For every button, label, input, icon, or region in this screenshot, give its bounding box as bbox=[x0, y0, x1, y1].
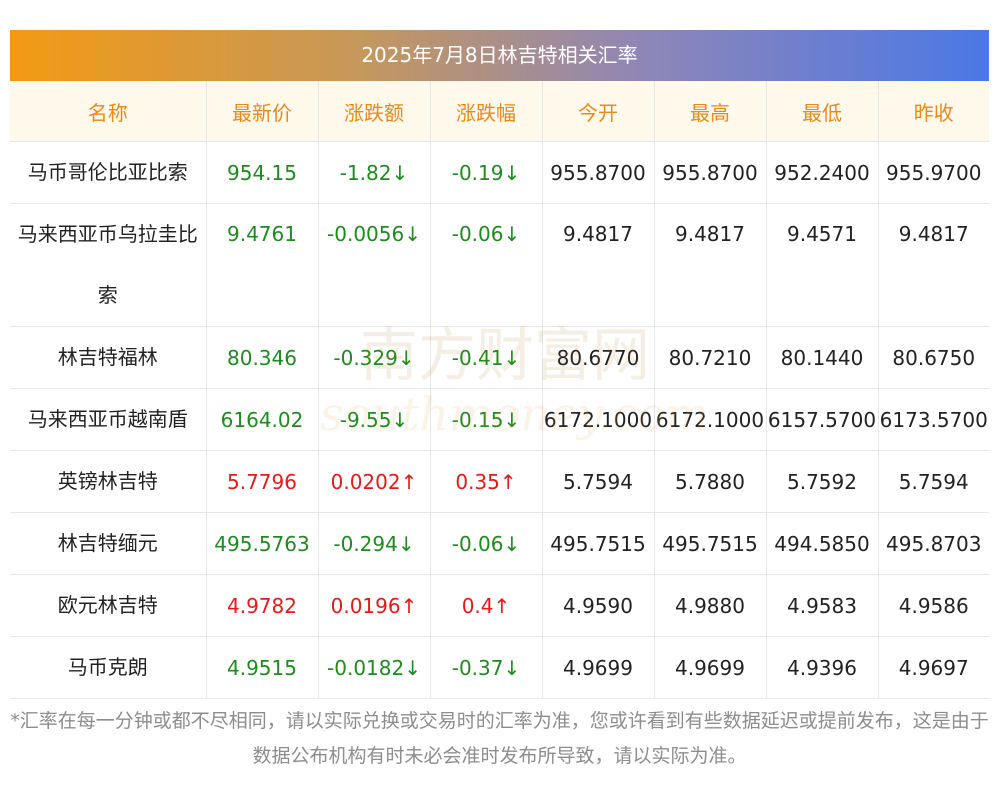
high-price: 5.7880 bbox=[654, 450, 767, 513]
open-price: 9.4817 bbox=[542, 203, 655, 327]
prev-close: 955.9700 bbox=[878, 141, 989, 204]
change-percent: 0.4↑ bbox=[430, 574, 543, 637]
header-row: 名称 最新价 涨跌额 涨跌幅 今开 最高 最低 昨收 bbox=[10, 81, 989, 142]
col-header-high: 最高 bbox=[654, 81, 767, 142]
col-header-latest: 最新价 bbox=[206, 81, 319, 142]
prev-close: 80.6750 bbox=[878, 326, 989, 389]
change-amount: -0.294↓ bbox=[318, 512, 431, 575]
col-header-pct: 涨跌幅 bbox=[430, 81, 543, 142]
prev-close: 495.8703 bbox=[878, 512, 989, 575]
high-price: 4.9699 bbox=[654, 636, 767, 699]
table-row: 林吉特福林 80.346 -0.329↓ -0.41↓ 80.6770 80.7… bbox=[10, 326, 989, 389]
col-header-open: 今开 bbox=[542, 81, 655, 142]
change-percent: -0.06↓ bbox=[430, 512, 543, 575]
table-row: 马来西亚币乌拉圭比索 9.4761 -0.0056↓ -0.06↓ 9.4817… bbox=[10, 203, 989, 327]
latest-price: 954.15 bbox=[206, 141, 319, 204]
change-amount: -0.0182↓ bbox=[318, 636, 431, 699]
open-price: 4.9699 bbox=[542, 636, 655, 699]
pair-name: 马来西亚币乌拉圭比索 bbox=[10, 203, 207, 327]
pair-name: 马币哥伦比亚比索 bbox=[10, 141, 207, 204]
pair-name: 欧元林吉特 bbox=[10, 574, 207, 637]
open-price: 955.8700 bbox=[542, 141, 655, 204]
pair-name: 林吉特福林 bbox=[10, 326, 207, 389]
high-price: 80.7210 bbox=[654, 326, 767, 389]
change-percent: -0.06↓ bbox=[430, 203, 543, 327]
change-percent: -0.15↓ bbox=[430, 388, 543, 451]
change-percent: -0.19↓ bbox=[430, 141, 543, 204]
open-price: 5.7594 bbox=[542, 450, 655, 513]
pair-name: 马来西亚币越南盾 bbox=[10, 388, 207, 451]
disclaimer-footnote: *汇率在每一分钟或都不尽相同，请以实际兑换或交易时的汇率为准，您或许看到有些数据… bbox=[10, 710, 989, 767]
change-amount: -1.82↓ bbox=[318, 141, 431, 204]
change-amount: -0.329↓ bbox=[318, 326, 431, 389]
rates-table: 名称 最新价 涨跌额 涨跌幅 今开 最高 最低 昨收 马币哥伦比亚比索 954.… bbox=[10, 81, 989, 699]
latest-price: 4.9782 bbox=[206, 574, 319, 637]
prev-close: 4.9586 bbox=[878, 574, 989, 637]
high-price: 6172.1000 bbox=[654, 388, 767, 451]
high-price: 495.7515 bbox=[654, 512, 767, 575]
low-price: 9.4571 bbox=[766, 203, 879, 327]
pair-name: 马币克朗 bbox=[10, 636, 207, 699]
col-header-name: 名称 bbox=[10, 81, 207, 142]
open-price: 4.9590 bbox=[542, 574, 655, 637]
low-price: 952.2400 bbox=[766, 141, 879, 204]
table-row: 马币克朗 4.9515 -0.0182↓ -0.37↓ 4.9699 4.969… bbox=[10, 636, 989, 699]
col-header-change: 涨跌额 bbox=[318, 81, 431, 142]
open-price: 80.6770 bbox=[542, 326, 655, 389]
high-price: 4.9880 bbox=[654, 574, 767, 637]
change-percent: 0.35↑ bbox=[430, 450, 543, 513]
change-amount: 0.0202↑ bbox=[318, 450, 431, 513]
low-price: 4.9583 bbox=[766, 574, 879, 637]
latest-price: 9.4761 bbox=[206, 203, 319, 327]
prev-close: 4.9697 bbox=[878, 636, 989, 699]
change-percent: -0.41↓ bbox=[430, 326, 543, 389]
col-header-low: 最低 bbox=[766, 81, 879, 142]
open-price: 6172.1000 bbox=[542, 388, 655, 451]
latest-price: 5.7796 bbox=[206, 450, 319, 513]
latest-price: 80.346 bbox=[206, 326, 319, 389]
col-header-prev: 昨收 bbox=[878, 81, 989, 142]
low-price: 4.9396 bbox=[766, 636, 879, 699]
table-row: 林吉特缅元 495.5763 -0.294↓ -0.06↓ 495.7515 4… bbox=[10, 512, 989, 575]
open-price: 495.7515 bbox=[542, 512, 655, 575]
rates-panel: 2025年7月8日林吉特相关汇率 名称 最新价 涨跌额 涨跌幅 今开 最高 最低… bbox=[10, 30, 989, 699]
table-row: 欧元林吉特 4.9782 0.0196↑ 0.4↑ 4.9590 4.9880 … bbox=[10, 574, 989, 637]
high-price: 955.8700 bbox=[654, 141, 767, 204]
high-price: 9.4817 bbox=[654, 203, 767, 327]
table-row: 英镑林吉特 5.7796 0.0202↑ 0.35↑ 5.7594 5.7880… bbox=[10, 450, 989, 513]
pair-name: 英镑林吉特 bbox=[10, 450, 207, 513]
low-price: 494.5850 bbox=[766, 512, 879, 575]
latest-price: 495.5763 bbox=[206, 512, 319, 575]
low-price: 5.7592 bbox=[766, 450, 879, 513]
change-amount: -9.55↓ bbox=[318, 388, 431, 451]
change-amount: 0.0196↑ bbox=[318, 574, 431, 637]
table-row: 马来西亚币越南盾 6164.02 -9.55↓ -0.15↓ 6172.1000… bbox=[10, 388, 989, 451]
prev-close: 9.4817 bbox=[878, 203, 989, 327]
low-price: 6157.5700 bbox=[766, 388, 879, 451]
latest-price: 6164.02 bbox=[206, 388, 319, 451]
table-row: 马币哥伦比亚比索 954.15 -1.82↓ -0.19↓ 955.8700 9… bbox=[10, 141, 989, 204]
change-amount: -0.0056↓ bbox=[318, 203, 431, 327]
table-title: 2025年7月8日林吉特相关汇率 bbox=[10, 30, 989, 81]
change-percent: -0.37↓ bbox=[430, 636, 543, 699]
pair-name: 林吉特缅元 bbox=[10, 512, 207, 575]
prev-close: 5.7594 bbox=[878, 450, 989, 513]
low-price: 80.1440 bbox=[766, 326, 879, 389]
latest-price: 4.9515 bbox=[206, 636, 319, 699]
prev-close: 6173.5700 bbox=[878, 388, 989, 451]
